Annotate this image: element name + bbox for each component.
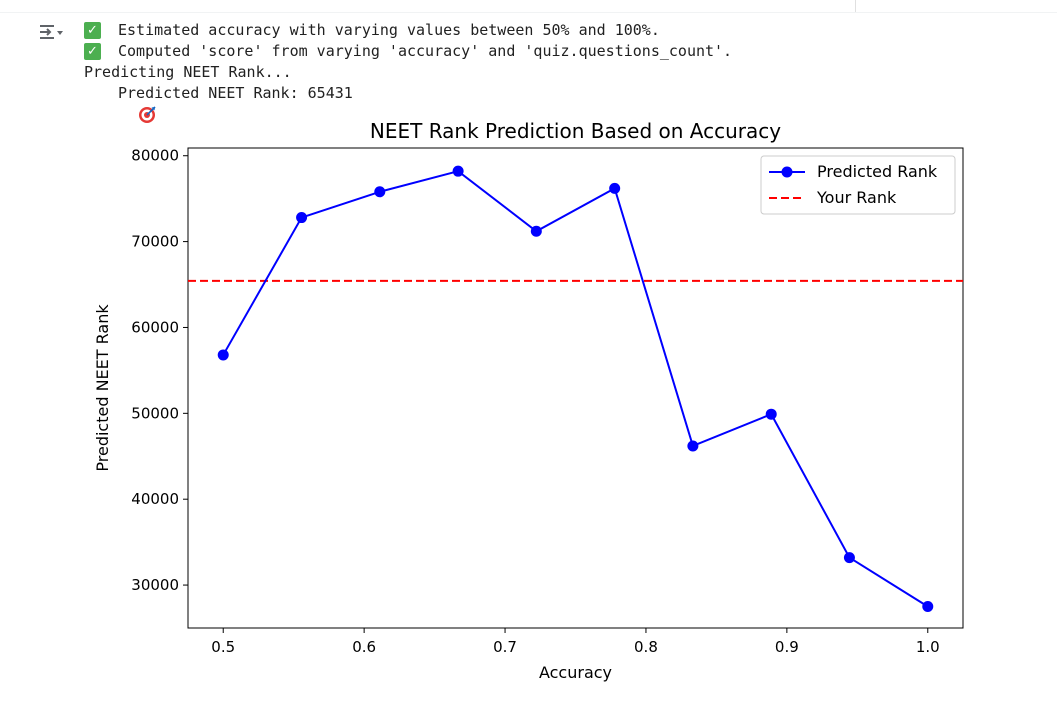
y-tick-label: 70000	[131, 233, 179, 251]
data-point	[296, 212, 308, 224]
chart-title: NEET Rank Prediction Based on Accuracy	[370, 119, 781, 143]
data-point	[452, 165, 464, 177]
y-tick-label: 50000	[131, 404, 179, 422]
x-tick-label: 0.7	[493, 638, 517, 656]
y-tick-label: 30000	[131, 576, 179, 594]
data-point	[922, 601, 934, 613]
console-line: Predicting NEET Rank...	[84, 62, 984, 83]
console-line-text: Predicted NEET Rank: 65431	[118, 84, 353, 102]
data-point	[765, 408, 777, 420]
y-tick-label: 40000	[131, 490, 179, 508]
x-tick-label: 0.5	[211, 638, 235, 656]
data-point	[609, 182, 621, 194]
console-line-text: Predicting NEET Rank...	[84, 63, 292, 81]
console-line: Predicted NEET Rank: 65431	[84, 83, 984, 123]
data-point	[217, 349, 229, 361]
output-toggle-icon[interactable]	[36, 20, 66, 46]
data-point	[843, 552, 855, 564]
x-tick-label: 0.9	[775, 638, 799, 656]
top-strip	[0, 0, 1057, 13]
console-output: ✓ Estimated accuracy with varying values …	[84, 20, 984, 123]
y-tick-label: 60000	[131, 318, 179, 336]
console-line: ✓ Estimated accuracy with varying values …	[84, 20, 984, 41]
chart-svg: NEET Rank Prediction Based on Accuracy 0.…	[93, 119, 964, 682]
data-point	[687, 440, 699, 452]
predicted-rank-line	[222, 170, 929, 608]
console-line-text: Estimated accuracy with varying values b…	[118, 21, 660, 39]
cell-divider	[855, 0, 856, 12]
legend-box	[760, 155, 956, 215]
console-line-text: Computed 'score' from varying 'accuracy'…	[118, 42, 733, 60]
check-icon: ✓	[84, 43, 101, 60]
legend-label-your-rank: Your Rank	[816, 188, 897, 207]
chart-container: NEET Rank Prediction Based on Accuracy 0.…	[0, 110, 1057, 710]
data-point	[530, 225, 542, 237]
legend-marker-predicted	[781, 166, 793, 178]
x-tick-label: 1.0	[916, 638, 940, 656]
x-tick-label: 0.8	[634, 638, 658, 656]
console-line: ✓ Computed 'score' from varying 'accuracy…	[84, 41, 984, 62]
check-icon: ✓	[84, 22, 101, 39]
data-point	[374, 186, 386, 198]
plot-frame	[187, 147, 964, 629]
target-icon	[84, 85, 156, 123]
y-tick-label: 80000	[131, 147, 179, 165]
legend-label-predicted: Predicted Rank	[817, 162, 938, 181]
y-axis-label: Predicted NEET Rank	[93, 304, 112, 472]
x-axis-label: Accuracy	[539, 663, 612, 682]
x-tick-label: 0.6	[352, 638, 376, 656]
